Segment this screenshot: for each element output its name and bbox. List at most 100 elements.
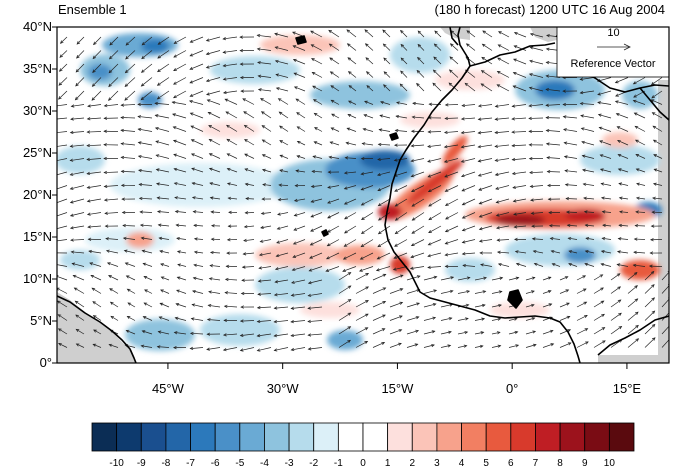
wind-vector-head (222, 333, 227, 337)
wind-vector-head (140, 236, 145, 240)
wind-vector (311, 185, 323, 187)
wind-vector-head (600, 182, 605, 186)
wind-vector (423, 344, 435, 348)
wind-vector-head (312, 85, 316, 89)
colorbar-label: 8 (557, 458, 563, 469)
wind-vector (279, 125, 289, 132)
wind-vector-head (443, 159, 448, 163)
wind-vector-head (359, 268, 363, 272)
wind-vector (176, 303, 187, 308)
wind-vector (138, 169, 153, 173)
wind-vector (343, 252, 357, 260)
wind-vector-head (274, 32, 278, 36)
wind-vector (278, 98, 289, 105)
wind-vector (365, 43, 374, 51)
wind-vector (396, 102, 408, 105)
wind-vector (393, 252, 408, 259)
wind-vector (602, 224, 612, 227)
wind-vector-head (364, 43, 369, 47)
colorbar-swatch (510, 422, 536, 452)
wind-vector-head (545, 142, 550, 146)
wind-vector (262, 184, 272, 186)
wind-vector (661, 325, 669, 335)
wind-vector (610, 286, 621, 294)
wind-vector-head (600, 196, 605, 200)
wind-vector (93, 315, 102, 321)
wind-vector (127, 302, 136, 308)
anomaly-blob (505, 234, 615, 266)
wind-vector (297, 126, 306, 132)
wind-vector-head (103, 104, 108, 108)
wind-vector (158, 36, 170, 45)
wind-vector (347, 114, 357, 119)
wind-vector (207, 99, 221, 105)
wind-vector (274, 347, 289, 351)
wind-vector (513, 58, 527, 65)
wind-vector (262, 169, 272, 173)
wind-vector (108, 77, 119, 87)
wind-vector-head (462, 263, 466, 268)
wind-vector (495, 104, 510, 107)
wind-vector-head (652, 139, 657, 143)
wind-vector-head (192, 276, 197, 280)
wind-vector-head (108, 69, 113, 74)
wind-vector-head (618, 196, 623, 200)
colorbar-swatch (91, 422, 118, 452)
wind-vector-head (515, 276, 520, 280)
wind-vector (291, 306, 306, 309)
wind-vector-head (651, 95, 655, 99)
wind-vector (206, 63, 221, 69)
wind-vector-head (432, 82, 436, 87)
wind-vector-head (176, 276, 181, 280)
wind-vector-head (445, 216, 449, 220)
wind-vector (569, 250, 578, 254)
wind-vector (444, 158, 459, 163)
wind-vector (210, 197, 221, 200)
anomaly-blob (580, 145, 660, 175)
wind-vector-head (378, 128, 383, 132)
island-canaries (389, 132, 399, 141)
wind-vector (277, 212, 289, 215)
wind-vector (242, 98, 255, 105)
wind-vector-head (480, 331, 485, 335)
wind-vector (156, 169, 170, 173)
wind-vector-head (410, 243, 415, 247)
wind-vector-head (461, 202, 466, 206)
wind-vector-head (138, 168, 142, 173)
wind-vector-head (411, 115, 416, 119)
anomaly-blob (390, 37, 450, 73)
wind-vector-head (141, 55, 145, 60)
wind-vector (279, 184, 289, 186)
wind-vector-head (274, 59, 279, 63)
wind-vector (139, 197, 153, 200)
wind-vector (531, 212, 544, 214)
wind-vector-head (377, 142, 382, 147)
wind-vector (633, 264, 646, 267)
wind-vector (159, 237, 170, 240)
wind-vector-head (444, 253, 449, 257)
wind-vector (530, 33, 544, 38)
wind-vector-head (54, 252, 57, 255)
wind-vector-head (193, 223, 197, 228)
wind-vector (157, 50, 170, 59)
wind-vector (276, 239, 289, 244)
wind-vector (635, 211, 646, 213)
island-cape-verde (321, 229, 329, 237)
wind-vector (223, 347, 238, 351)
wind-vector-head (549, 237, 554, 241)
colorbar-label: 4 (458, 458, 465, 469)
wind-vector-head (565, 289, 570, 293)
wind-vector-head (617, 168, 622, 172)
wind-vector-head (616, 263, 621, 267)
wind-vector (57, 144, 68, 147)
wind-vector (57, 300, 68, 308)
wind-vector (70, 117, 85, 120)
wind-vector-head (433, 56, 437, 61)
wind-vector (564, 170, 578, 173)
wind-vector-head (293, 213, 298, 217)
wind-vector-head (347, 285, 352, 289)
wind-vector (157, 77, 170, 86)
wind-vector (457, 345, 467, 348)
wind-vector-head (498, 31, 502, 35)
wind-vector (412, 212, 425, 221)
